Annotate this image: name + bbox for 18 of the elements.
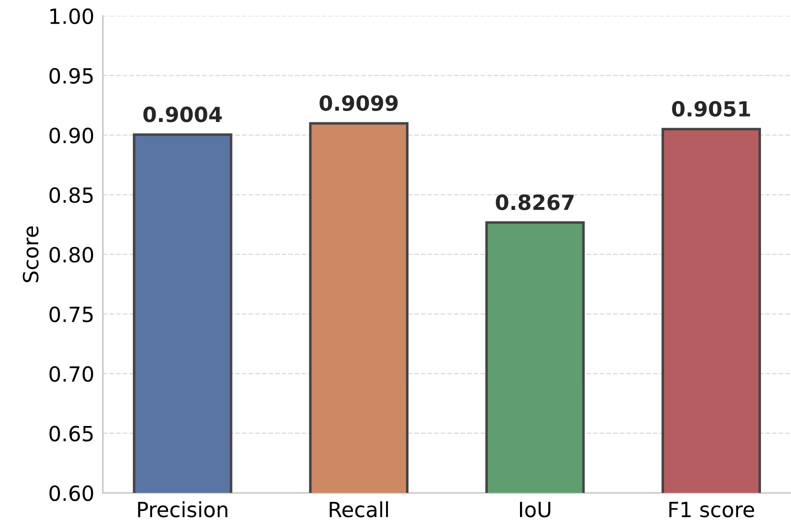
x-tick-label: Precision [138,501,228,518]
x-tick-label: IoU [520,502,550,518]
data-label: 0.9051 [672,100,750,117]
y-tick-label: 0.70 [49,366,94,382]
x-tick-label: F1 score [669,502,754,518]
y-tick-label: 1.00 [50,8,94,24]
y-tick-label: 0.60 [49,485,94,502]
y-tick-label: 0.80 [49,246,94,263]
y-tick-label: 0.95 [49,68,93,84]
data-label: 0.8267 [496,194,574,210]
y-tick-label: 0.75 [49,306,93,322]
y-tick-label: 0.85 [49,187,93,203]
y-tick-label: 0.65 [49,426,93,442]
x-tick-label: Recall [330,501,388,518]
data-label: 0.9004 [143,106,222,122]
y-tick-label: 0.90 [49,128,94,144]
y-axis-title: Score [22,226,39,282]
data-label: 0.9099 [320,95,398,111]
